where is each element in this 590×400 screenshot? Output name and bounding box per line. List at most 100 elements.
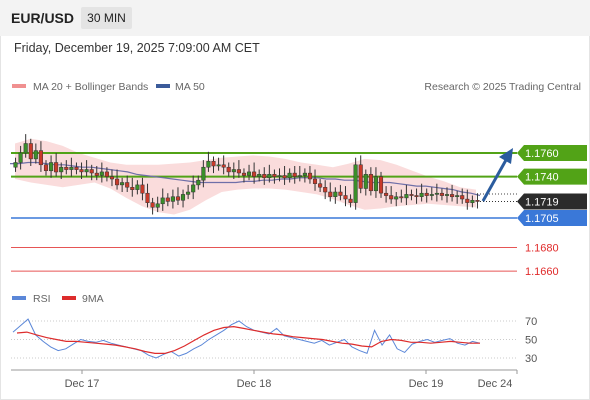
candle	[465, 189, 470, 210]
candle-body-up	[297, 175, 302, 177]
candle	[333, 187, 338, 204]
symbol-title: EUR/USD	[11, 10, 75, 26]
ma50-line	[10, 161, 481, 197]
candle-body-down	[236, 169, 241, 174]
candle-body-up	[470, 200, 475, 203]
candle	[231, 162, 236, 179]
candle	[267, 164, 272, 183]
candle-body-up	[33, 150, 38, 160]
candle-body-up	[18, 152, 23, 163]
candle-body-down	[358, 164, 363, 189]
candle	[226, 162, 231, 177]
price-tag-1.1660: 1.1660	[525, 266, 559, 278]
candle	[318, 179, 323, 192]
candle-body-up	[84, 169, 89, 173]
candle	[429, 187, 434, 201]
candle-body-up	[287, 172, 292, 179]
candle-body-up	[201, 166, 206, 181]
candle	[191, 175, 196, 200]
candle-body-up	[99, 171, 104, 176]
candle	[59, 162, 64, 179]
candle	[378, 171, 384, 198]
candle-body-down	[368, 174, 373, 192]
candle	[206, 151, 211, 172]
candle-body-up	[216, 164, 221, 167]
forecast-arrow	[481, 148, 513, 202]
candle-body-up	[333, 191, 338, 197]
candle	[272, 169, 277, 184]
candle-body-up	[257, 174, 262, 177]
candle-body-down	[409, 194, 414, 196]
candle	[165, 193, 170, 207]
candle	[241, 168, 247, 183]
candle-body-up	[394, 196, 399, 200]
candle	[13, 157, 18, 172]
candle-body-down	[323, 187, 328, 193]
candle-body-up	[353, 164, 358, 203]
candle	[257, 169, 262, 182]
candle	[246, 164, 252, 181]
rsi-level-label-30: 30	[525, 353, 537, 365]
candle-body-up	[246, 171, 252, 176]
candle	[236, 160, 241, 178]
x-label-Dec 24: Dec 24	[478, 378, 513, 390]
candle	[287, 168, 292, 183]
candle-body-up	[373, 176, 378, 192]
candle-body-down	[94, 172, 99, 176]
rsi-grid: 70 50 30	[11, 316, 537, 365]
candle	[160, 188, 165, 211]
ma50-polyline	[10, 161, 481, 197]
rsi-polyline	[12, 318, 481, 359]
candle	[368, 167, 373, 196]
candle	[419, 183, 424, 202]
x-label-Dec 18: Dec 18	[237, 378, 272, 390]
candle	[43, 160, 49, 176]
candle-body-up	[186, 191, 191, 195]
candle-body-down	[64, 166, 69, 170]
ma50-legend-label: MA 50	[175, 81, 205, 93]
candle	[145, 183, 150, 208]
candle	[384, 186, 389, 203]
candle-body-up	[135, 184, 140, 190]
candle-body-down	[130, 187, 135, 190]
rsi-level-label-70: 70	[525, 316, 537, 328]
candle	[135, 180, 140, 195]
candle-body-down	[115, 178, 120, 186]
chart-datetime: Friday, December 19, 2025 7:09:00 AM CET	[14, 41, 260, 55]
candle-body-down	[307, 172, 313, 180]
candle	[277, 168, 282, 182]
candle-body-down	[226, 166, 231, 173]
candle	[79, 162, 84, 179]
price-tag-bg	[517, 210, 587, 226]
candle	[125, 175, 130, 192]
candle-body-down	[384, 192, 389, 196]
candle	[38, 141, 43, 172]
candle-body-down	[414, 195, 419, 197]
rsi-legend-label: RSI	[33, 293, 51, 305]
candle	[292, 166, 297, 184]
candle	[221, 155, 226, 175]
candle	[180, 189, 186, 208]
candle-body-down	[221, 164, 226, 168]
rsi-legend-swatch	[12, 296, 26, 300]
candle	[323, 180, 328, 200]
candle-body-down	[252, 171, 257, 177]
candle-body-up	[363, 174, 368, 189]
candle	[475, 193, 480, 209]
candle	[130, 177, 135, 197]
candle	[175, 187, 181, 205]
candle	[404, 184, 409, 205]
forecast-arrow-shaft	[481, 159, 508, 202]
candle-body-down	[399, 196, 404, 199]
candle	[328, 182, 333, 202]
candle	[338, 184, 343, 201]
candle	[196, 175, 201, 190]
candle-body-up	[206, 161, 211, 168]
candle	[120, 177, 125, 192]
candle	[155, 196, 160, 213]
interval-button[interactable]: 30 MIN	[81, 7, 132, 29]
price-tags: 1.1760 1.1740 1.1719 1.1705 1.1680 1.1660	[517, 145, 587, 278]
candle	[23, 134, 28, 158]
candle-body-down	[28, 143, 33, 160]
